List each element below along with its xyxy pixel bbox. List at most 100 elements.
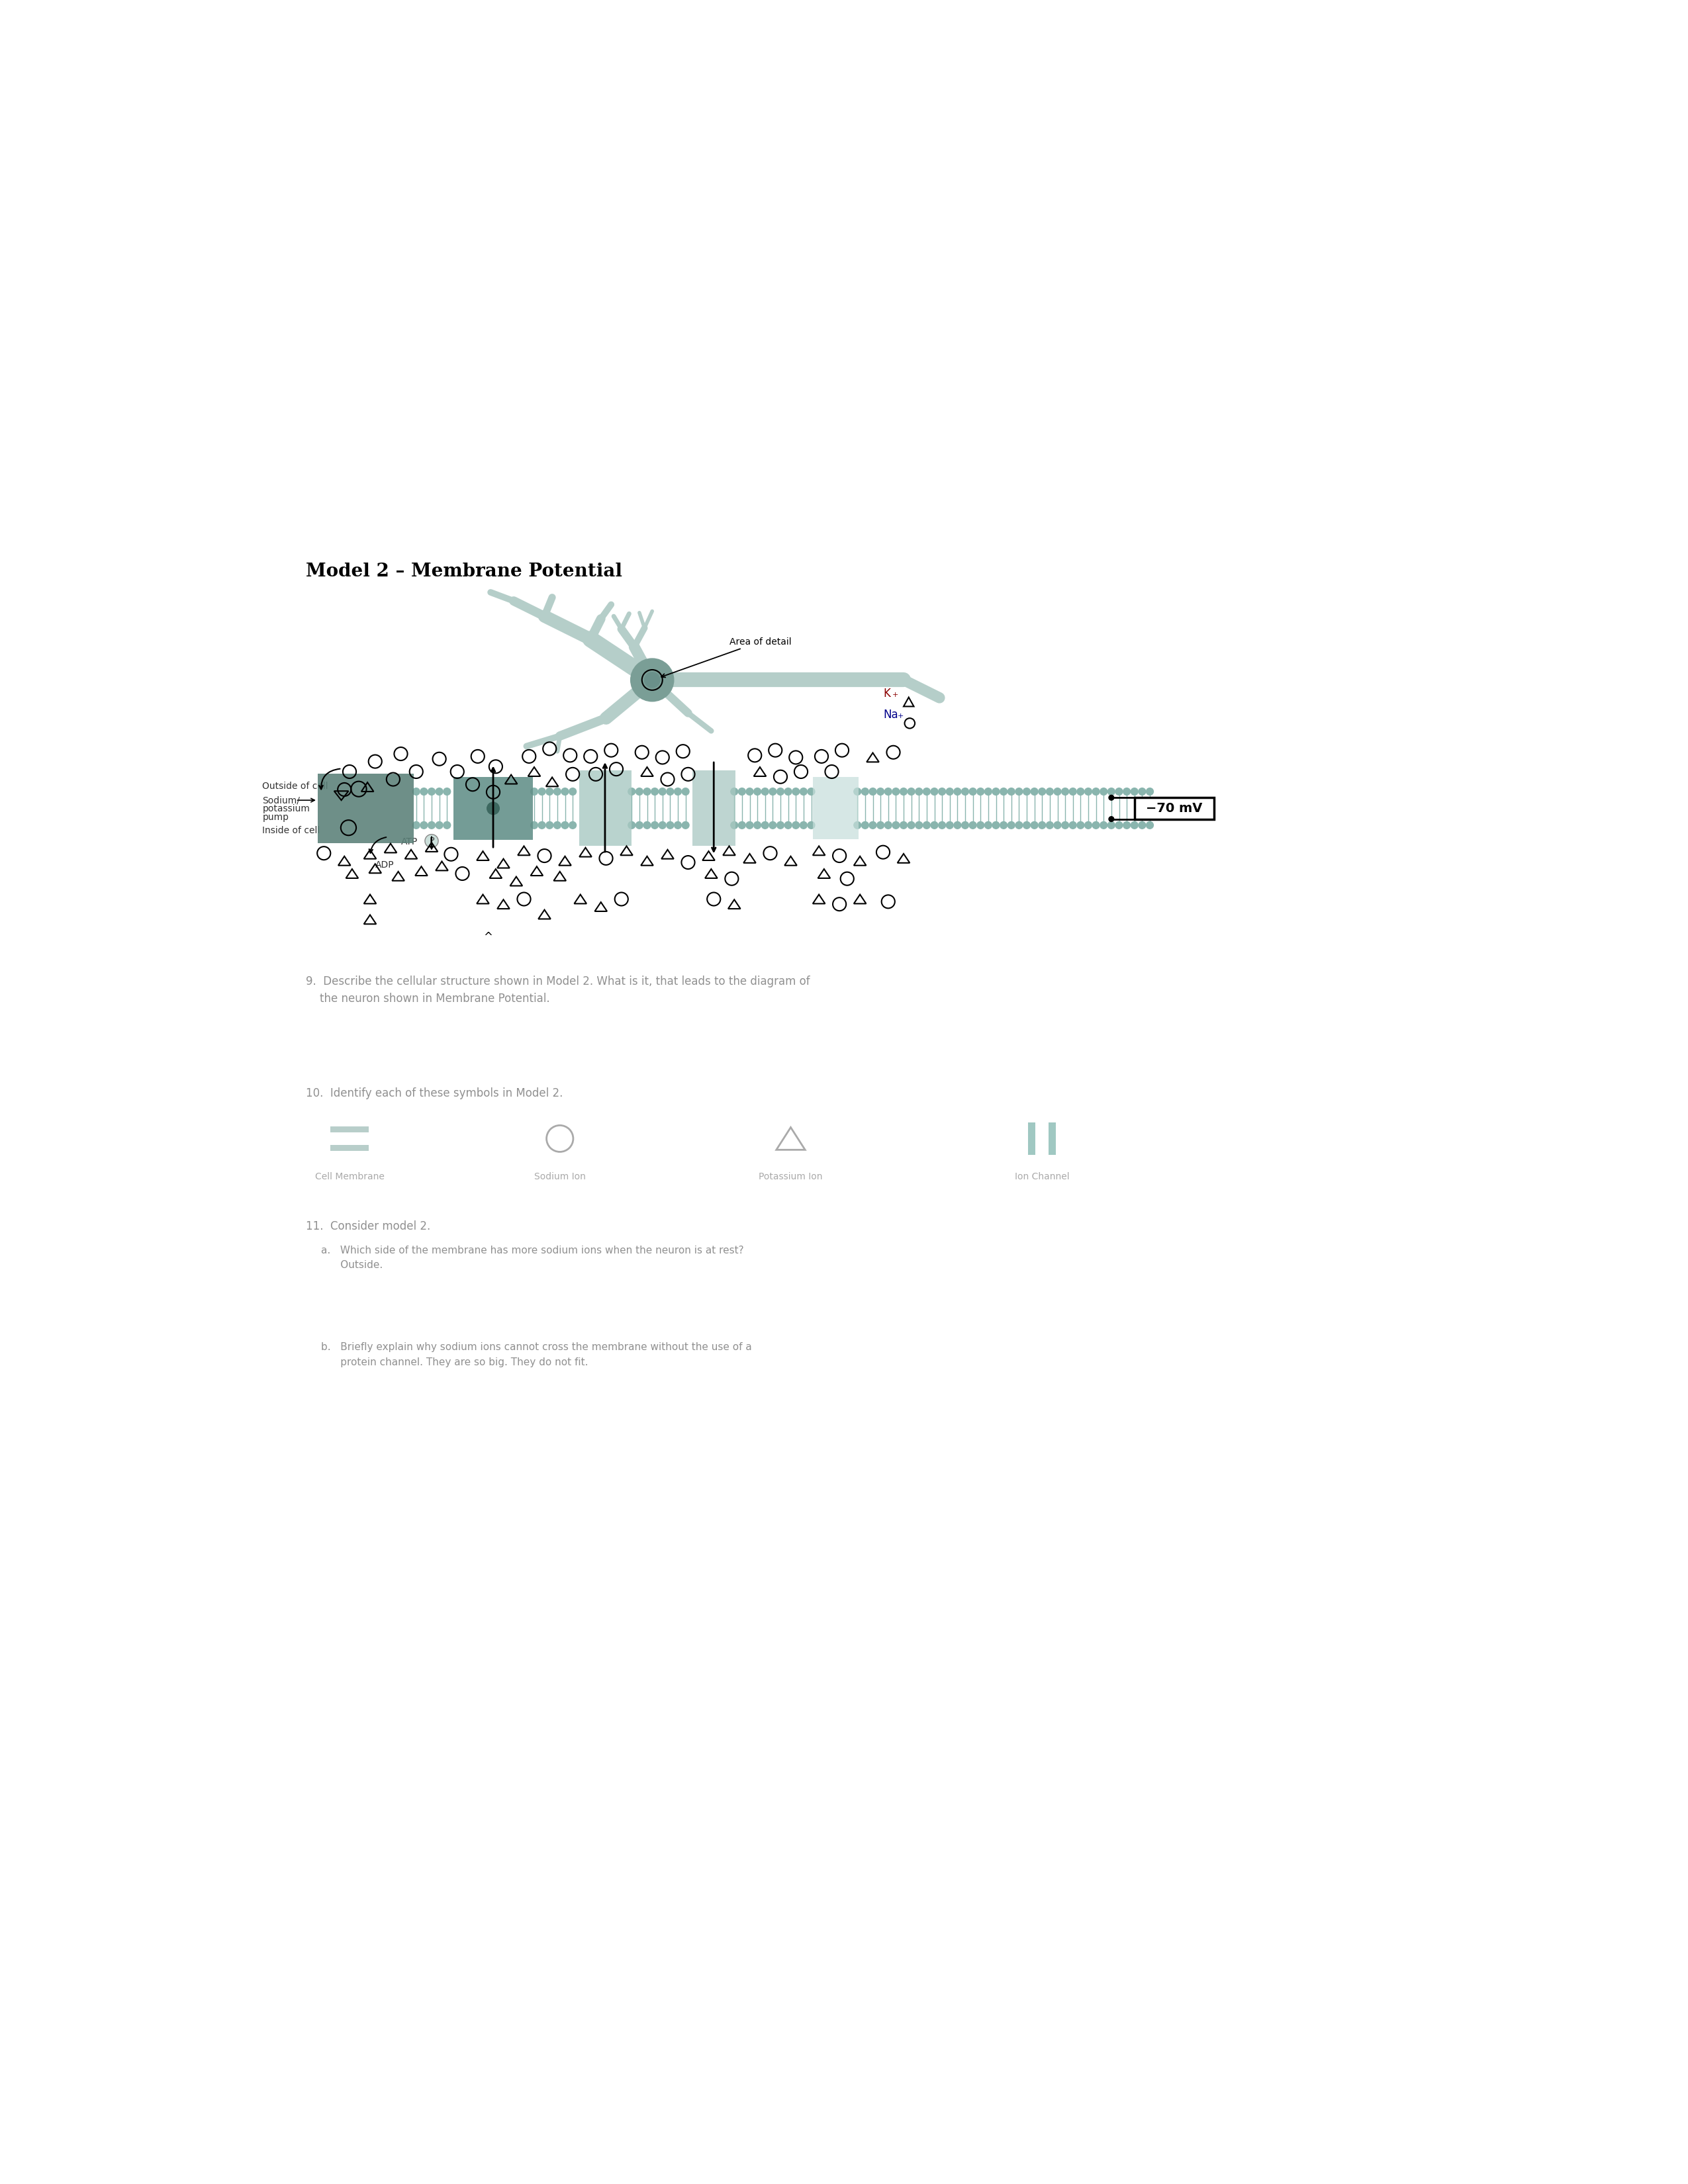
Circle shape [538,788,545,795]
Text: pump: pump [262,812,289,821]
Circle shape [861,788,869,795]
Circle shape [444,788,451,795]
Circle shape [893,821,900,828]
Text: ^: ^ [483,930,493,943]
Circle shape [545,821,554,828]
Circle shape [939,788,945,795]
Circle shape [1023,821,1030,828]
Circle shape [1077,821,1084,828]
Circle shape [807,788,815,795]
Circle shape [636,788,643,795]
Circle shape [545,788,554,795]
Text: +: + [898,714,903,721]
Circle shape [429,821,436,828]
Text: P: P [429,836,434,845]
Circle shape [893,788,900,795]
Circle shape [674,821,682,828]
Circle shape [984,821,993,828]
Circle shape [554,821,560,828]
Bar [454,778,533,841]
Circle shape [1085,788,1092,795]
Circle shape [1116,821,1123,828]
Circle shape [962,821,969,828]
Circle shape [1138,821,1146,828]
Circle shape [569,788,576,795]
Circle shape [785,821,792,828]
Bar [692,771,736,845]
Circle shape [1109,817,1114,821]
Circle shape [1085,821,1092,828]
Circle shape [876,821,885,828]
Circle shape [667,821,674,828]
Circle shape [776,821,783,828]
Circle shape [628,788,635,795]
Circle shape [652,821,658,828]
Circle shape [1116,788,1123,795]
Circle shape [412,821,420,828]
Circle shape [682,821,689,828]
Circle shape [731,788,738,795]
Circle shape [562,788,569,795]
Bar [317,773,414,843]
Circle shape [900,788,906,795]
Text: Area of detail: Area of detail [662,638,792,677]
Circle shape [993,788,999,795]
Circle shape [915,821,923,828]
Circle shape [1069,788,1077,795]
Circle shape [900,821,906,828]
Circle shape [885,788,891,795]
Circle shape [1101,821,1107,828]
Bar [1048,1123,1057,1155]
Circle shape [1146,788,1153,795]
Circle shape [1107,821,1116,828]
Circle shape [1146,821,1153,828]
Circle shape [999,821,1008,828]
Circle shape [1047,788,1053,795]
Circle shape [755,788,761,795]
Circle shape [444,821,451,828]
Circle shape [436,788,442,795]
Bar [814,778,859,839]
Circle shape [746,788,753,795]
Circle shape [999,788,1008,795]
Circle shape [930,788,939,795]
Circle shape [658,821,667,828]
Circle shape [562,821,569,828]
Circle shape [488,802,500,815]
Circle shape [915,788,923,795]
Circle shape [636,821,643,828]
Circle shape [1092,788,1099,795]
Circle shape [1062,788,1069,795]
Circle shape [643,788,650,795]
Circle shape [530,821,538,828]
Bar [579,771,631,845]
Circle shape [854,788,861,795]
Text: ADP: ADP [375,860,393,869]
Circle shape [954,788,960,795]
Text: ATP: ATP [400,836,417,847]
Circle shape [746,821,753,828]
Circle shape [1008,788,1014,795]
Circle shape [436,821,442,828]
Circle shape [1062,821,1069,828]
Circle shape [658,788,667,795]
Circle shape [977,821,984,828]
Circle shape [1016,821,1023,828]
Circle shape [923,821,930,828]
Circle shape [792,821,800,828]
Circle shape [770,788,776,795]
Circle shape [1131,821,1138,828]
Circle shape [538,821,545,828]
Circle shape [643,821,650,828]
Circle shape [1031,821,1038,828]
Text: 11.  Consider model 2.: 11. Consider model 2. [306,1221,430,1232]
Circle shape [652,788,658,795]
Text: potassium: potassium [262,804,311,815]
Circle shape [869,788,876,795]
Text: K: K [883,688,890,699]
Circle shape [1092,821,1099,828]
Circle shape [969,821,976,828]
Text: Potassium Ion: Potassium Ion [760,1173,822,1182]
Circle shape [425,834,439,847]
Circle shape [947,788,954,795]
